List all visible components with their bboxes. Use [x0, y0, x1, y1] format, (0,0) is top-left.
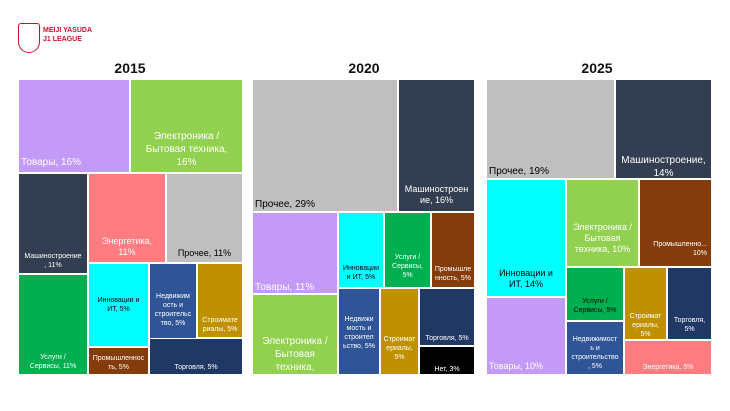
treemap-tile-2025-прочее: Прочее, 19% — [486, 79, 615, 179]
treemap-tile-2015-прочее: Прочее, 11% — [166, 173, 243, 263]
tile-label: Промышленно... 10% — [653, 241, 707, 257]
tile-label: Электроника / Бытовая техника, 16% — [145, 131, 228, 168]
treemap-tile-2015-электроника: Электроника / Бытовая техника, 16% — [130, 79, 243, 173]
treemap-tile-2020-инновации: Инновации и ИТ, 5% — [338, 212, 384, 288]
treemap-tile-2025-недвижимость: Недвижимост ь и строительство, 5% — [566, 321, 624, 375]
treemap-tile-2015-торговля: Торговля, 5% — [149, 338, 243, 375]
league-logo-text: MEIJI YASUDA J1 LEAGUE — [43, 27, 93, 43]
tile-label: Нет, 3% — [434, 366, 460, 373]
tile-label: Инновации и ИТ, 5% — [342, 265, 380, 281]
treemap-tile-2025-машиностроение: Машиностроение, 14% — [615, 79, 712, 179]
treemap-tile-2020-прочее: Прочее, 29% — [252, 79, 398, 212]
treemap-tile-2025-промышленность: Промышленно... 10% — [639, 179, 712, 267]
tile-label: Прочее, 19% — [489, 166, 549, 177]
treemap-tile-2020-товары: Товары, 11% — [252, 212, 338, 294]
tile-label: Товары, 11% — [255, 282, 315, 293]
treemap-tile-2020-строматериалы: Строимат ериалы, 5% — [380, 288, 419, 375]
treemap-tile-2025-торговля: Торговля, 5% — [667, 267, 712, 340]
tile-label: Торговля, 5% — [673, 317, 706, 333]
tile-label: Инновации и ИТ, 14% — [499, 268, 553, 289]
treemap-tile-2025-товары: Товары, 10% — [486, 297, 566, 375]
treemap-tile-2025-инновации: Инновации и ИТ, 14% — [486, 179, 566, 297]
tile-label: Инновации и ИТ, 5% — [97, 297, 140, 313]
tile-label: Строимат ериалы, 5% — [383, 336, 416, 361]
tile-label: Строимат ериалы, 5% — [629, 313, 662, 338]
tile-label: Электроника /Бытовая техника,11% — [262, 336, 328, 373]
panel-title-2015: 2015 — [114, 60, 146, 76]
tile-label: Торговля, 5% — [425, 335, 469, 342]
treemap-tile-2015-строматериалы: Строимате риалы, 5% — [197, 263, 243, 338]
tile-label: Услуги / Сервисы, 11% — [29, 354, 77, 370]
treemap-tile-2020-машиностроение: Машиностроен ие, 16% — [398, 79, 475, 212]
tile-label: Прочее, 11% — [177, 248, 232, 258]
tile-label: Торговля, 5% — [174, 364, 218, 371]
treemap-tile-2020-торговля: Торговля, 5% — [419, 288, 475, 346]
treemap-tile-2020-нет: Нет, 3% — [419, 346, 475, 375]
panel-title-2025: 2025 — [581, 60, 613, 76]
league-logo: MEIJI YASUDA J1 LEAGUE — [18, 23, 100, 54]
treemap-tile-2015-инновации: Инновации и ИТ, 5% — [88, 263, 149, 347]
treemap-tile-2020-недвижимость: Недвижи мость и строител ьство, 5% — [338, 288, 380, 375]
tile-label: Строимате риалы, 5% — [202, 317, 238, 333]
tile-label: Энергетика, 5% — [642, 364, 694, 371]
treemap-tile-2025-электроника: Электроника / Бытовая техника, 10% — [566, 179, 639, 267]
treemap-tile-2020-промышленность: Промышле нность, 5% — [431, 212, 475, 288]
tile-label: Услуги / Сервисы, 5% — [392, 254, 423, 279]
tile-label: Товары, 16% — [21, 157, 81, 168]
treemap-tile-2015-энергетика: Энергетика, 11% — [88, 173, 166, 263]
treemap-tile-2025-услуги: Услуги / Сервисы, 5% — [566, 267, 624, 321]
treemap-tile-2015-недвижимость: Недвижим ость и строительс тво, 5% — [149, 263, 197, 347]
tile-label: Услуги / Сервисы, 5% — [573, 298, 617, 314]
panel-title-2020: 2020 — [348, 60, 380, 76]
tile-label: Прочее, 29% — [255, 199, 315, 210]
treemap-tile-2025-энергетика: Энергетика, 5% — [624, 340, 712, 375]
treemap-tile-2015-промышленность: Промышленнос ть, 5% — [88, 347, 149, 375]
tile-label: Товары, 10% — [489, 361, 543, 371]
treemap-tile-2015-услуги: Услуги / Сервисы, 11% — [18, 274, 88, 375]
tile-label: Энергетика, 11% — [101, 236, 153, 257]
treemap-tile-2020-электроника: Электроника /Бытовая техника,11% — [252, 294, 338, 375]
treemap-tile-2015-товары: Товары, 16% — [18, 79, 130, 173]
tile-label: Машиностроен ие, 16% — [404, 184, 469, 205]
treemap-tile-2015-машиностроение: Машиностроение, 11% — [18, 173, 88, 274]
tile-label: Электроника / Бытовая техника, 10% — [573, 222, 632, 254]
tile-label: Машиностроение, 14% — [621, 155, 706, 179]
league-badge-icon — [18, 23, 40, 53]
treemap-tile-2025-строматериалы: Строимат ериалы, 5% — [624, 267, 667, 340]
tile-label: Машиностроение, 11% — [24, 253, 82, 269]
treemap-tile-2020-услуги: Услуги / Сервисы, 5% — [384, 212, 431, 288]
